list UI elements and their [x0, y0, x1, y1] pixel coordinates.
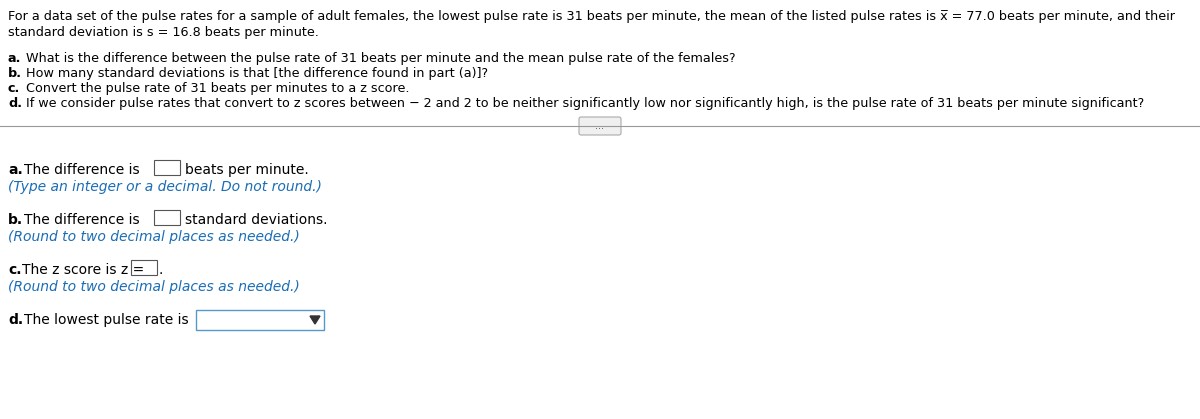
Text: For a data set of the pulse rates for a sample of adult females, the lowest puls: For a data set of the pulse rates for a … — [8, 10, 1175, 23]
Text: c.: c. — [8, 82, 20, 95]
Polygon shape — [310, 316, 320, 324]
Text: b.: b. — [8, 213, 23, 227]
Text: ...: ... — [595, 121, 605, 131]
Text: (Round to two decimal places as needed.): (Round to two decimal places as needed.) — [8, 280, 300, 294]
Text: What is the difference between the pulse rate of 31 beats per minute and the mea: What is the difference between the pulse… — [22, 52, 736, 65]
Text: How many standard deviations is that [the difference found in part (a)]?: How many standard deviations is that [th… — [22, 67, 488, 80]
FancyBboxPatch shape — [580, 117, 622, 135]
Text: .: . — [158, 263, 163, 277]
Text: The difference is: The difference is — [24, 163, 139, 177]
Text: d.: d. — [8, 313, 23, 327]
Text: (Round to two decimal places as needed.): (Round to two decimal places as needed.) — [8, 230, 300, 244]
Text: If we consider pulse rates that convert to z scores between − 2 and 2 to be neit: If we consider pulse rates that convert … — [22, 97, 1145, 110]
Text: a.: a. — [8, 52, 22, 65]
Text: The z score is z =: The z score is z = — [22, 263, 144, 277]
FancyBboxPatch shape — [154, 160, 180, 175]
FancyBboxPatch shape — [131, 260, 157, 275]
FancyBboxPatch shape — [154, 210, 180, 225]
Text: standard deviations.: standard deviations. — [185, 213, 328, 227]
Text: b.: b. — [8, 67, 22, 80]
Text: The difference is: The difference is — [24, 213, 139, 227]
Text: beats per minute.: beats per minute. — [185, 163, 308, 177]
Text: c.: c. — [8, 263, 22, 277]
Text: Convert the pulse rate of 31 beats per minutes to a z score.: Convert the pulse rate of 31 beats per m… — [22, 82, 409, 95]
Text: standard deviation is s = 16.8 beats per minute.: standard deviation is s = 16.8 beats per… — [8, 26, 319, 39]
Text: d.: d. — [8, 97, 22, 110]
Text: a.: a. — [8, 163, 23, 177]
Text: The lowest pulse rate is: The lowest pulse rate is — [24, 313, 188, 327]
FancyBboxPatch shape — [196, 310, 324, 330]
Text: (Type an integer or a decimal. Do not round.): (Type an integer or a decimal. Do not ro… — [8, 180, 322, 194]
